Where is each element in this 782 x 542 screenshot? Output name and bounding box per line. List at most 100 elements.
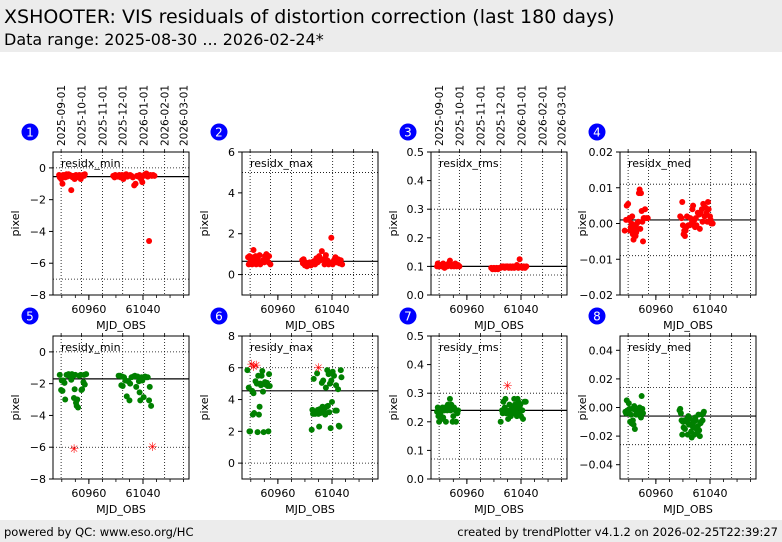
axes-frame	[241, 335, 379, 480]
data-point	[709, 220, 716, 227]
panel-number-badge	[21, 123, 39, 141]
data-point	[146, 383, 153, 390]
data-point	[148, 402, 155, 409]
y-tick-label: −2	[30, 378, 46, 391]
x-tick-label: 60960	[260, 487, 295, 500]
panel-number: 3	[404, 126, 412, 140]
x-axis-label: MJD_OBS	[96, 503, 146, 516]
outlier-marker: ✳	[313, 361, 323, 375]
y-tick-label: −6	[30, 441, 46, 454]
data-point	[132, 180, 139, 187]
y-tick-label: 0	[228, 457, 235, 470]
data-point	[254, 429, 261, 436]
data-point	[516, 256, 523, 263]
panel-number-badge	[21, 307, 39, 325]
date-tick-label: 2026-01-01	[517, 85, 529, 146]
data-point	[328, 377, 335, 384]
y-tick-label: 4	[228, 187, 235, 200]
axes-frame	[52, 151, 190, 296]
panel-number-badge	[588, 123, 606, 141]
data-point	[637, 225, 644, 232]
data-point	[696, 427, 703, 434]
data-point	[140, 394, 147, 401]
x-tick-label: 61040	[314, 303, 349, 316]
outlier-marker: ✳	[502, 379, 512, 393]
data-point	[327, 425, 334, 432]
panel-title: residy_max	[250, 341, 313, 354]
y-tick-label: 0.1	[407, 444, 425, 457]
data-point	[322, 384, 329, 391]
x-tick-label: 60960	[449, 303, 484, 316]
outlier-marker: ✳	[251, 358, 261, 372]
x-axis-label: MJD_OBS	[285, 503, 335, 516]
x-tick-label: 60960	[638, 303, 673, 316]
data-point	[627, 411, 634, 418]
x-tick-label: 60960	[71, 303, 106, 316]
y-tick-label: 0.1	[407, 260, 425, 273]
data-point	[250, 390, 257, 397]
data-point	[455, 407, 462, 414]
data-point	[497, 418, 504, 425]
data-point	[74, 396, 81, 403]
data-point	[681, 233, 688, 240]
data-point	[139, 179, 146, 186]
y-tick-label: −4	[30, 225, 46, 238]
data-point	[324, 402, 331, 409]
data-point	[502, 395, 509, 402]
y-tick-label: −8	[30, 473, 46, 486]
data-point	[144, 374, 151, 381]
x-axis-label: MJD_OBS	[474, 503, 524, 516]
data-point	[637, 190, 644, 197]
x-tick-label: 61040	[314, 487, 349, 500]
date-tick-label: 2025-10-01	[76, 85, 88, 146]
date-tick-label: 2025-09-01	[56, 85, 68, 146]
y-tick-label: 0	[39, 346, 46, 359]
data-point	[247, 428, 254, 435]
data-point	[453, 418, 460, 425]
data-point	[83, 371, 90, 378]
y-tick-label: 0.00	[589, 402, 614, 415]
y-tick-label: 0.2	[407, 232, 425, 245]
data-point	[75, 404, 82, 411]
date-tick-label: 2025-12-01	[496, 85, 508, 146]
data-point	[256, 252, 263, 259]
data-point	[151, 172, 158, 179]
data-point	[642, 206, 649, 213]
data-point	[519, 407, 526, 414]
axes-frame	[430, 335, 568, 480]
data-point	[266, 253, 273, 260]
y-tick-label: 6	[228, 146, 235, 159]
y-tick-label: −0.02	[579, 430, 613, 443]
page-title: XSHOOTER: VIS residuals of distortion co…	[4, 6, 615, 28]
data-point	[523, 263, 530, 270]
panel-number-badge	[399, 123, 417, 141]
x-tick-label: 60960	[638, 487, 673, 500]
x-tick-label: 61040	[692, 487, 727, 500]
panel-number: 2	[215, 126, 223, 140]
panel-number: 6	[215, 310, 223, 324]
data-point	[119, 383, 126, 390]
data-point	[314, 370, 321, 377]
data-point	[331, 372, 338, 379]
y-axis-label: pixel	[576, 210, 589, 236]
data-point	[328, 234, 335, 241]
data-point	[71, 386, 78, 393]
y-tick-label: 0.4	[407, 175, 425, 188]
date-tick-label: 2026-02-01	[538, 85, 550, 146]
data-point	[696, 433, 703, 440]
data-point	[265, 428, 272, 435]
y-axis-label: pixel	[387, 210, 400, 236]
data-point	[692, 417, 699, 424]
date-tick-label: 2025-12-01	[118, 85, 130, 146]
data-point	[56, 371, 63, 378]
date-tick-label: 2026-02-01	[160, 85, 172, 146]
panel-number: 8	[593, 310, 601, 324]
data-point	[522, 398, 529, 405]
axes-frame	[430, 151, 568, 296]
x-tick-label: 60960	[449, 487, 484, 500]
footer-bar: powered by QC: www.eso.org/HC created by…	[0, 520, 782, 542]
